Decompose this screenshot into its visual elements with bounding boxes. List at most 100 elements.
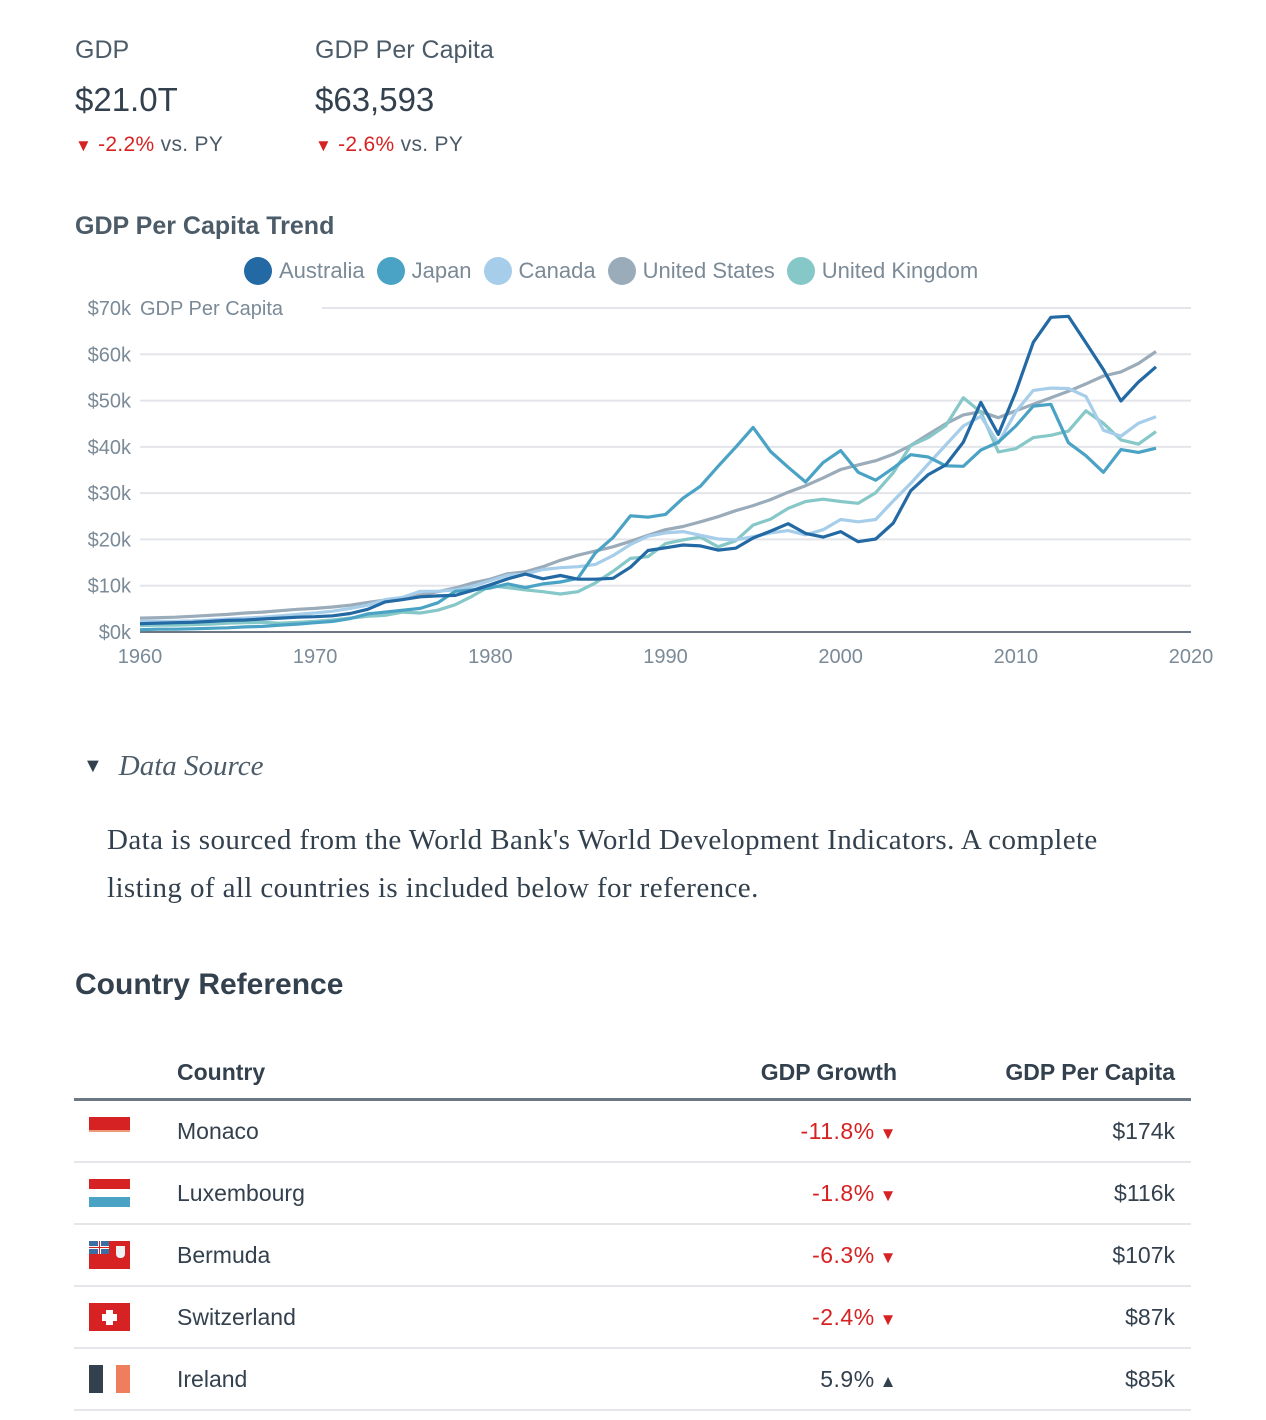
x-tick-label: 2010 [994, 646, 1039, 668]
data-source-text: Data is sourced from the World Bank's Wo… [107, 824, 1098, 904]
legend-label: United States [642, 258, 775, 283]
kpi-delta-suffix: vs. PY [400, 133, 464, 156]
kpi-label: GDP Per Capita [315, 36, 494, 64]
growth-cell: -6.3% ▼ [597, 1224, 897, 1287]
triangle-down-icon: ▼ [879, 1123, 897, 1143]
kpi-value: $21.0T [75, 81, 178, 118]
gdp-per-capita-value: $174k [1112, 1117, 1175, 1144]
legend-label: United Kingdom [821, 258, 979, 283]
x-tick-label: 1990 [643, 646, 688, 668]
gdp-per-capita-value: $107k [1112, 1241, 1175, 1268]
legend-item-united-states[interactable]: United States [607, 257, 775, 285]
triangle-up-icon: ▲ [879, 1371, 897, 1391]
growth-cell: -11.8% ▼ [597, 1099, 897, 1163]
legend-item-japan[interactable]: Japan [376, 257, 472, 285]
chart-legend: Australia Japan Canada United States United … [244, 257, 990, 285]
gdp-per-capita-value: $87k [1125, 1303, 1175, 1330]
country-cell: Ireland [177, 1348, 597, 1411]
ireland-flag-icon [89, 1365, 130, 1394]
series-line-japan[interactable] [139, 402, 1157, 632]
country-cell: Switzerland [177, 1286, 597, 1349]
country-name: Switzerland [177, 1303, 296, 1330]
country-table: Country GDP Growth GDP Per Capita Monaco… [74, 1046, 1191, 1411]
flag-cell [74, 1162, 177, 1225]
gdp-per-capita-value: $85k [1125, 1365, 1175, 1392]
table-row[interactable]: Ireland 5.9% ▲ $85k [74, 1348, 1191, 1411]
legend-marker-icon [786, 257, 815, 285]
kpi-delta: ▼ -2.6% vs. PY [315, 132, 494, 159]
country-cell: Bermuda [177, 1224, 597, 1287]
kpi-gdp-per-capita: GDP Per Capita $63,593 ▼ -2.6% vs. PY [315, 34, 494, 159]
flag-cell [74, 1286, 177, 1349]
gdp-per-capita-value: $116k [1114, 1179, 1175, 1206]
gdp-per-capita-cell: $85k [897, 1348, 1191, 1411]
flag-cell [74, 1099, 177, 1163]
growth-cell: 5.9% ▲ [597, 1348, 897, 1411]
country-name: Monaco [177, 1117, 259, 1144]
y-tick-label: $70k [88, 298, 132, 320]
table-row[interactable]: Bermuda -6.3% ▼ $107k [74, 1224, 1191, 1287]
legend-label: Japan [411, 258, 472, 283]
line-chart: $0k $10k $20k $30k $40k $50k $60k $70k GDP Per C… [88, 298, 1214, 668]
legend-marker-icon [244, 257, 272, 285]
table-row[interactable]: Switzerland -2.4% ▼ $87k [74, 1286, 1191, 1349]
y-tick-label: $30k [88, 483, 132, 505]
caret-down-icon: ▼ [83, 755, 103, 777]
y-tick-label: $60k [88, 344, 132, 366]
legend-marker-icon [607, 257, 636, 285]
table-row[interactable]: Monaco -11.8% ▼ $174k [74, 1099, 1191, 1163]
growth-value: -1.8% [812, 1179, 875, 1206]
series-line-australia[interactable] [139, 314, 1158, 626]
legend-label: Australia [279, 258, 365, 283]
legend-item-canada[interactable]: Canada [483, 257, 596, 285]
kpi-delta: ▼ -2.2% vs. PY [75, 132, 223, 159]
luxembourg-flag-icon [89, 1179, 130, 1208]
flag-cell [74, 1224, 177, 1287]
growth-value: 5.9% [820, 1365, 875, 1392]
country-name: Luxembourg [177, 1179, 305, 1206]
x-tick-label: 2000 [818, 646, 863, 668]
table-row[interactable]: Luxembourg -1.8% ▼ $116k [74, 1162, 1191, 1225]
kpi-label: GDP [75, 36, 130, 64]
flag-cell [74, 1348, 177, 1411]
x-tick-label: 1980 [468, 646, 513, 668]
country-name: Bermuda [177, 1241, 271, 1268]
legend-marker-icon [376, 257, 405, 285]
kpi-value: $63,593 [315, 81, 435, 118]
series-line-canada[interactable] [140, 386, 1157, 623]
y-tick-label: $50k [88, 391, 132, 413]
triangle-down-icon: ▼ [879, 1247, 897, 1267]
chart-title: GDP Per Capita Trend [75, 212, 335, 240]
triangle-down-icon: ▼ [75, 136, 93, 155]
flag-column-header [74, 1046, 177, 1101]
legend-item-united-kingdom[interactable]: United Kingdom [786, 257, 979, 285]
table-header-row: Country GDP Growth GDP Per Capita [74, 1046, 1191, 1101]
data-source-summary: Data Source [118, 750, 264, 782]
data-source-toggle[interactable]: ▼ Data Source [83, 750, 264, 783]
y-tick-label: $0k [99, 622, 132, 644]
y-tick-label: $40k [88, 437, 132, 459]
gdp-per-capita-cell: $116k [897, 1162, 1191, 1225]
legend-label: Canada [518, 258, 596, 283]
growth-cell: -2.4% ▼ [597, 1286, 897, 1349]
country-name: Ireland [177, 1365, 248, 1392]
y-tick-label: $10k [88, 576, 132, 598]
gdp-per-capita-cell: $87k [897, 1286, 1191, 1349]
triangle-down-icon: ▼ [879, 1309, 897, 1329]
switzerland-flag-icon [89, 1303, 130, 1332]
series-line-united-states[interactable] [139, 350, 1157, 620]
legend-marker-icon [483, 257, 512, 285]
x-tick-label: 2020 [1169, 646, 1214, 668]
kpi-delta-value: -2.6% [338, 133, 395, 156]
gdp-per-capita-column-header[interactable]: GDP Per Capita [897, 1046, 1191, 1101]
growth-value: -11.8% [800, 1117, 875, 1144]
monaco-flag-icon [89, 1117, 130, 1145]
section-title: Country Reference [75, 968, 344, 1001]
y-axis-label: GDP Per Capita [140, 298, 284, 320]
legend-item-australia[interactable]: Australia [244, 257, 365, 285]
kpi-delta-suffix: vs. PY [160, 133, 224, 156]
x-tick-label: 1960 [118, 646, 163, 668]
growth-column-header[interactable]: GDP Growth [597, 1046, 897, 1101]
country-column-header[interactable]: Country [177, 1046, 597, 1101]
country-cell: Monaco [177, 1099, 597, 1163]
